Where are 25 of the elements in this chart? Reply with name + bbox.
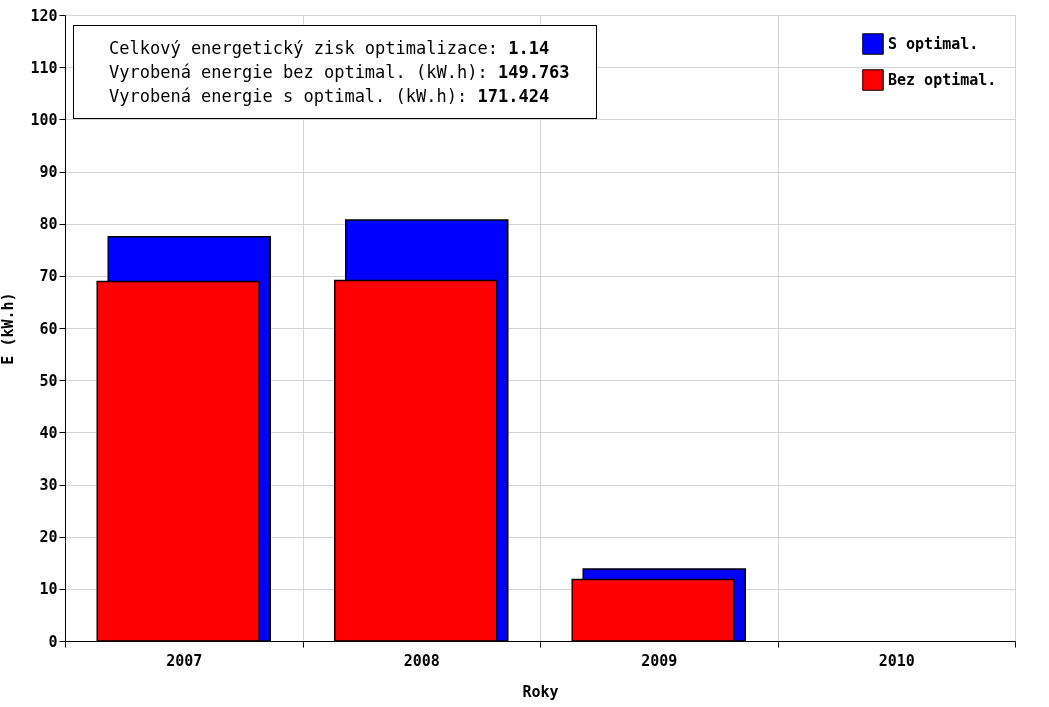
y-tick-label: 120	[30, 6, 58, 25]
y-tick-label: 50	[39, 371, 58, 390]
y-tick-label: 90	[39, 163, 58, 181]
y-tick-label: 60	[39, 319, 58, 338]
x-tick-label: 2009	[641, 651, 678, 670]
y-tick-label: 80	[39, 215, 58, 234]
y-axis-title: E (kW.h)	[0, 292, 18, 365]
x-tick-label: 2008	[403, 651, 440, 670]
note-box: Celkový energetický zisk optimalizace: 1.14 Vyrobená energie bez optimal. (kW.h): 149.763 Vyrobená energie s optimal. (kW.h): 171.424	[73, 25, 597, 119]
legend-label: Bez optimal.	[888, 71, 997, 89]
y-tick-label: 20	[39, 528, 58, 547]
annotation: Vyrobená energie bez optimal. (kW.h): 149.763	[109, 61, 570, 84]
y-tick-label: 70	[39, 267, 58, 286]
y-tick-label: 10	[39, 580, 58, 599]
y-tick-label: 40	[39, 423, 58, 442]
y-tick-label: 0	[48, 632, 58, 651]
legend-label: S optimal.	[888, 35, 979, 53]
y-tick-label: 30	[39, 476, 58, 494]
x-tick-label: 2010	[878, 651, 915, 670]
y-tick-label: 110	[30, 58, 58, 77]
annotation: Vyrobená energie s optimal. (kW.h): 171.424	[109, 85, 551, 108]
annotation: Celkový energetický zisk optimalizace: 1.14	[109, 37, 551, 60]
x-tick-label: 2007	[166, 651, 203, 670]
y-tick-label: 100	[30, 110, 58, 129]
x-axis-title: Roky	[522, 682, 559, 701]
